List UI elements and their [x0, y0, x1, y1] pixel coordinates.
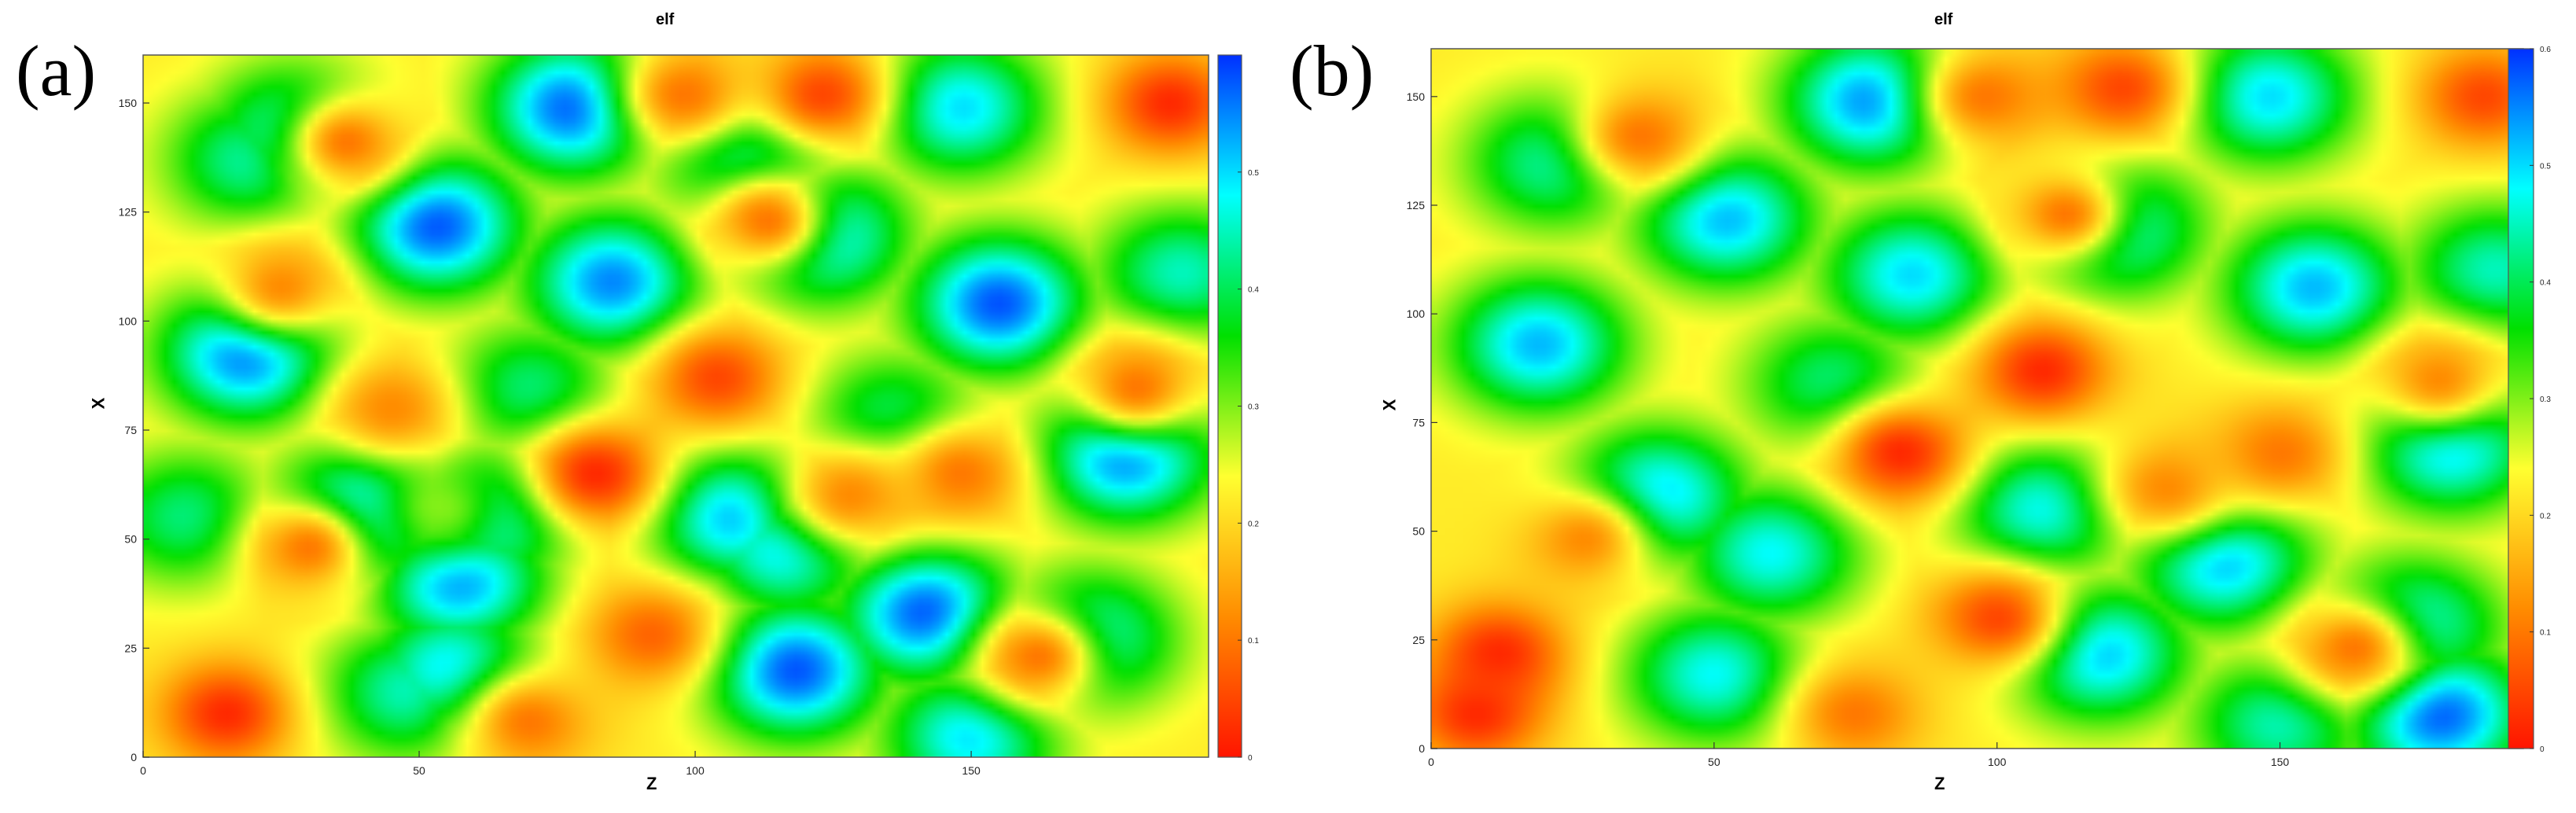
y-tick-label: 50 [124, 533, 137, 546]
colorbar-tick-label: 0.6 [2540, 46, 2551, 54]
x-axis-label-b: Z [1934, 774, 1945, 793]
heatmap-b: 0 50 100 150 0 25 50 75 100 125 150 0 0.1 0.2 0.3 0.4 0.… [1407, 46, 2552, 768]
y-tick-label: 25 [124, 642, 137, 654]
plot-frame [142, 54, 1209, 758]
colorbar [2508, 48, 2534, 749]
panel-label-a: (a) [16, 31, 97, 111]
y-tick-label: 0 [1419, 742, 1425, 755]
y-tick-label: 100 [1407, 307, 1426, 320]
x-tick-label: 100 [1988, 756, 2007, 768]
y-tick-label: 75 [124, 424, 137, 436]
colorbar-tick-label: 0.2 [1248, 520, 1259, 528]
heatmap-a: 0 50 100 150 0 25 50 75 100 125 150 0 0.1 0.2 0.3 0.4 0.… [119, 54, 1259, 777]
colorbar-tick-label: 0.5 [2540, 162, 2551, 171]
x-tick-label: 100 [686, 764, 705, 777]
colorbar-tick-label: 0.2 [2540, 512, 2551, 521]
colorbar-tick-label: 0.3 [1248, 403, 1259, 412]
heatmap-image [143, 55, 1209, 757]
colorbar-tick-label: 0.4 [2540, 279, 2551, 288]
x-tick-label: 50 [1708, 756, 1720, 768]
y-tick-label: 150 [119, 97, 138, 109]
panel-b: (b) elf Z X 0 50 100 150 0 25 50 75 100 125 150 0 0.… [1288, 0, 2576, 813]
colorbar-tick-label: 0.1 [1248, 637, 1259, 646]
y-tick-label: 150 [1407, 90, 1426, 103]
y-tick-label: 25 [1412, 634, 1425, 646]
colorbar-tick-label: 0.4 [1248, 286, 1259, 295]
y-tick-label: 125 [119, 206, 138, 219]
x-tick-label: 0 [140, 764, 146, 777]
chart-title-a: elf [656, 11, 675, 28]
y-tick-label: 0 [131, 751, 137, 763]
colorbar-tick-label: 0.1 [2540, 629, 2551, 638]
x-tick-label: 50 [413, 764, 425, 777]
y-tick-label: 75 [1412, 416, 1425, 429]
colorbar-tick-label: 0 [1248, 754, 1253, 763]
chart-title-b: elf [1934, 11, 1953, 28]
y-tick-label: 50 [1412, 525, 1425, 538]
panel-label-b: (b) [1290, 31, 1374, 111]
colorbar-tick-label: 0.5 [1248, 169, 1259, 178]
x-tick-label: 150 [962, 764, 981, 777]
x-tick-label: 0 [1428, 756, 1434, 768]
panel-a: (a) elf Z X 0 50 100 150 0 25 50 75 100 125 150 0 0.… [16, 11, 1259, 793]
x-tick-label: 150 [2271, 756, 2290, 768]
colorbar-tick-label: 0 [2540, 745, 2545, 754]
colorbar-tick-label: 0.3 [2540, 395, 2551, 404]
y-tick-label: 100 [119, 315, 138, 327]
heatmap-image [1431, 49, 2523, 749]
y-tick-label: 125 [1407, 199, 1426, 212]
x-axis-label-a: Z [646, 774, 657, 793]
